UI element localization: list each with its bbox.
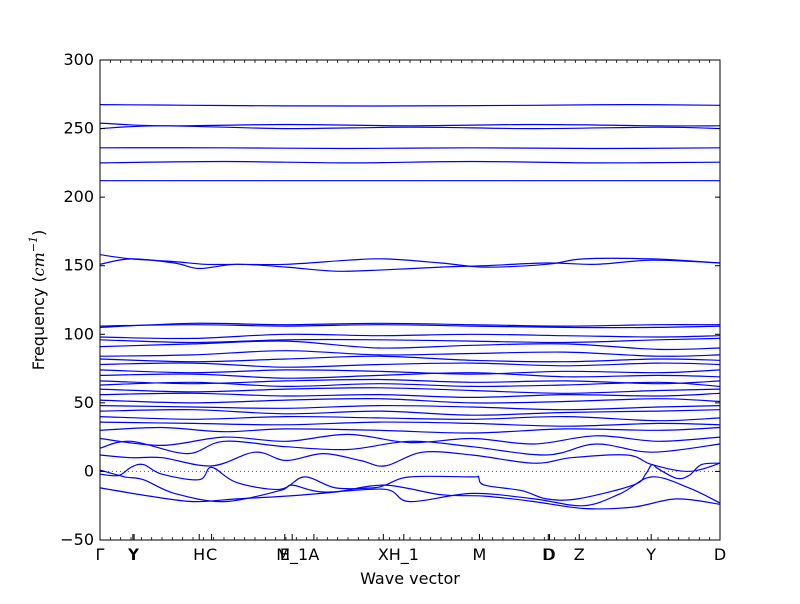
x-tick-label: Y <box>128 545 139 564</box>
y-tick-label: 50 <box>74 393 94 412</box>
band-line-29 <box>99 433 721 447</box>
y-tick-label: 150 <box>63 256 94 275</box>
plot-frame <box>99 59 721 541</box>
y-axis-label: Frequency (cm−1) <box>27 230 48 371</box>
band-line-16 <box>99 362 721 368</box>
band-line-25 <box>99 409 721 416</box>
band-line-13 <box>99 340 721 351</box>
y-tick-label: 300 <box>63 50 94 69</box>
y-tick-label: 250 <box>63 119 94 138</box>
band-line-26 <box>99 415 721 422</box>
y-tick-label: 200 <box>63 187 94 206</box>
band-line-8 <box>99 258 721 272</box>
band-line-5 <box>99 160 721 164</box>
x-tick-label: E <box>280 545 290 564</box>
x-tick-label: D <box>542 545 554 564</box>
band-line-19 <box>99 378 721 385</box>
band-line-31 <box>99 451 721 473</box>
band-line-21 <box>99 387 721 394</box>
x-tick-label: H <box>193 545 205 564</box>
band-line-12 <box>99 337 721 344</box>
band-line-24 <box>99 404 721 411</box>
band-line-22 <box>99 392 721 399</box>
x-axis-label: Wave vector <box>360 569 460 588</box>
band-line-33 <box>99 469 721 507</box>
x-tick-label: M_1 <box>276 545 308 565</box>
y-tick-label: 0 <box>84 461 94 480</box>
band-line-10 <box>99 322 721 328</box>
band-line-15 <box>99 355 721 363</box>
band-line-27 <box>99 421 721 427</box>
y-tick-label: −50 <box>60 530 94 549</box>
x-tick-label: M <box>473 545 487 564</box>
band-line-2 <box>99 122 721 127</box>
x-tick-label: Z <box>574 545 585 564</box>
band-line-3 <box>99 125 721 130</box>
x-tick-label: H_1 <box>389 545 419 565</box>
x-tick-label: C <box>206 545 217 564</box>
band-line-20 <box>99 381 721 388</box>
band-line-1 <box>99 103 721 107</box>
x-tick-label: Y <box>127 545 138 564</box>
band-line-23 <box>99 398 721 404</box>
band-line-11 <box>99 333 721 340</box>
bands-layer <box>99 103 721 510</box>
band-line-30 <box>99 440 721 456</box>
band-line-14 <box>99 350 721 357</box>
band-line-17 <box>99 369 721 375</box>
band-line-7 <box>99 254 721 268</box>
band-line-9 <box>99 324 721 329</box>
x-tick-label: Γ <box>96 545 105 564</box>
y-tick-label: 100 <box>63 324 94 343</box>
band-line-4 <box>99 147 721 150</box>
band-line-32 <box>99 462 721 501</box>
x-tick-label: D <box>543 545 555 564</box>
band-line-34 <box>99 484 721 510</box>
x-tick-label: Y <box>645 545 656 564</box>
band-line-18 <box>99 372 721 379</box>
band-line-28 <box>99 426 721 434</box>
x-tick-label: D <box>714 545 726 564</box>
x-tick-label: X <box>378 545 389 564</box>
x-tick-label: A <box>308 545 319 564</box>
